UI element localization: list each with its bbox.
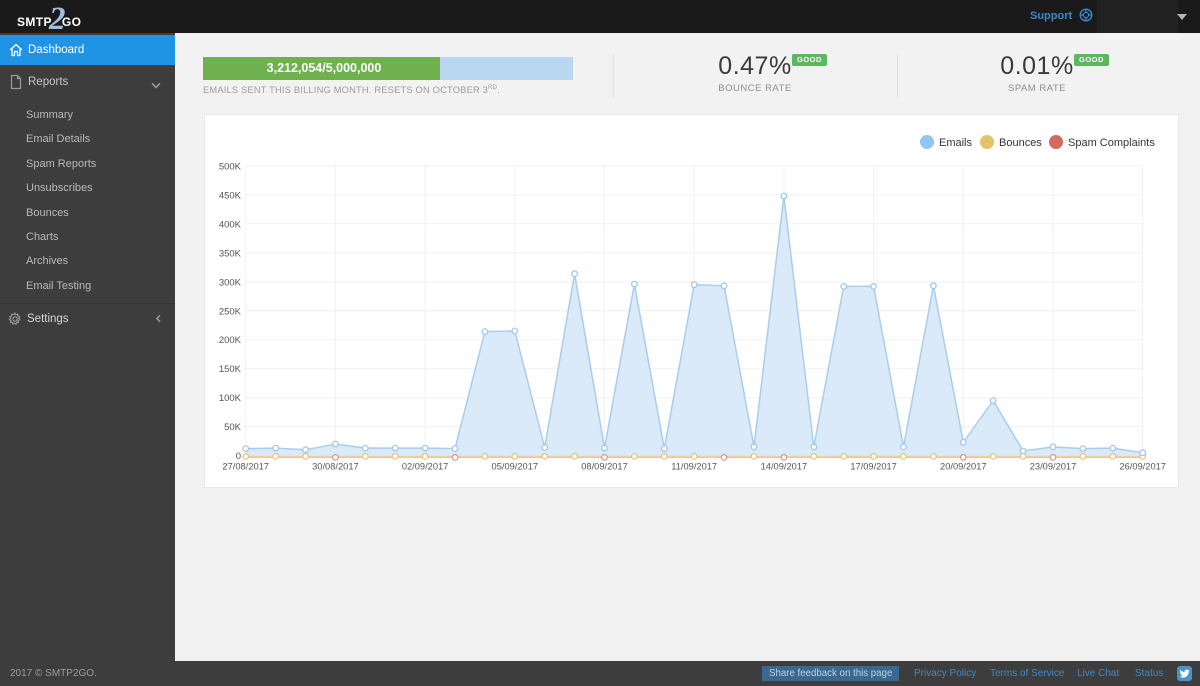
svg-text:450K: 450K: [219, 190, 242, 201]
svg-text:100K: 100K: [219, 393, 242, 404]
svg-text:27/08/2017: 27/08/2017: [222, 462, 269, 472]
svg-text:17/09/2017: 17/09/2017: [850, 462, 897, 472]
svg-text:400K: 400K: [219, 219, 242, 230]
svg-text:20/09/2017: 20/09/2017: [940, 462, 987, 472]
svg-text:23/09/2017: 23/09/2017: [1030, 462, 1077, 472]
svg-text:26/09/2017: 26/09/2017: [1119, 462, 1166, 472]
svg-text:50K: 50K: [224, 422, 242, 433]
svg-text:11/09/2017: 11/09/2017: [671, 462, 717, 472]
svg-text:30/08/2017: 30/08/2017: [312, 462, 359, 472]
svg-text:02/09/2017: 02/09/2017: [402, 462, 449, 472]
svg-text:05/09/2017: 05/09/2017: [492, 462, 539, 472]
svg-text:14/09/2017: 14/09/2017: [761, 462, 808, 472]
svg-text:300K: 300K: [219, 277, 242, 288]
svg-text:350K: 350K: [219, 248, 242, 259]
svg-text:08/09/2017: 08/09/2017: [581, 462, 628, 472]
svg-text:200K: 200K: [219, 335, 242, 346]
svg-text:0: 0: [236, 451, 241, 462]
svg-text:150K: 150K: [219, 364, 242, 375]
svg-text:500K: 500K: [219, 161, 242, 172]
svg-text:250K: 250K: [219, 306, 242, 317]
